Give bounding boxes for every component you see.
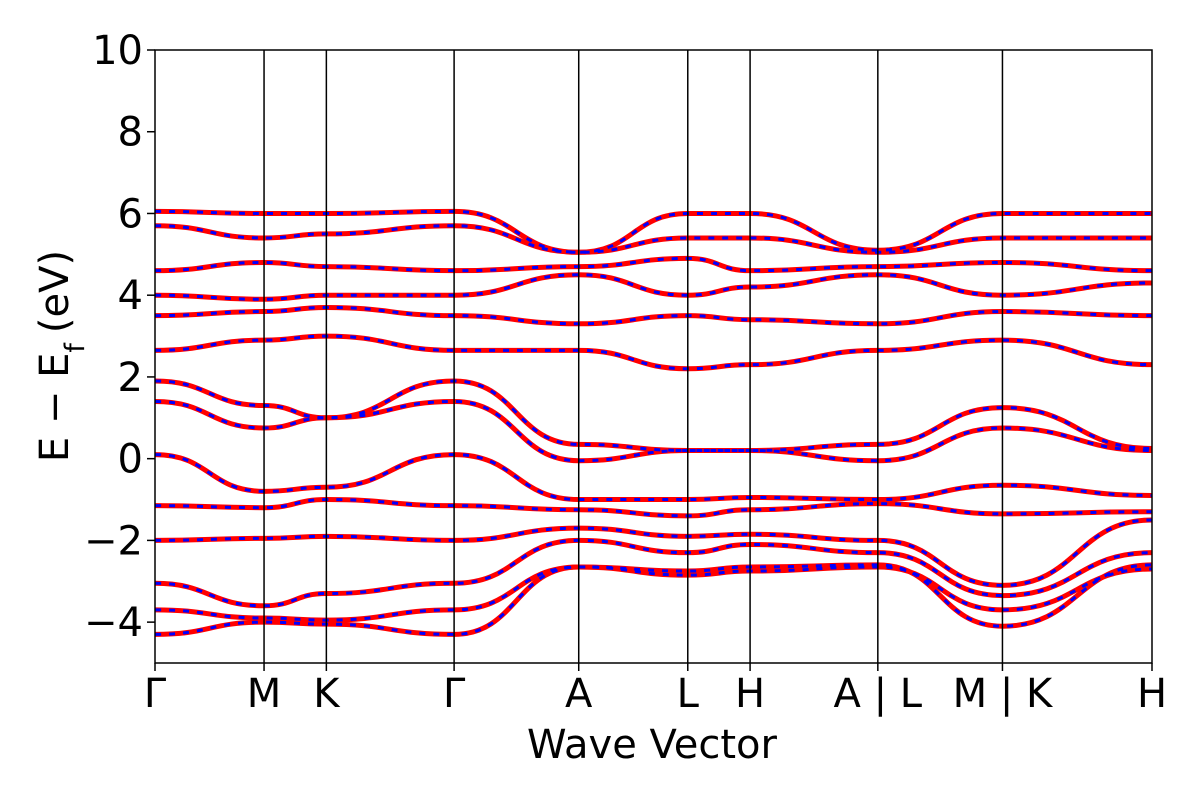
y-axis-ticks: −4 −2 0 2 4 6 8 10 bbox=[84, 28, 155, 646]
band-solid-2 bbox=[154, 537, 1153, 609]
band-solid-4 bbox=[154, 497, 1153, 519]
band-solid-10 bbox=[154, 272, 1153, 302]
band-dashed-5 bbox=[154, 453, 1153, 502]
y-tick-label-3: 2 bbox=[118, 355, 143, 401]
y-axis-label-subscript: f bbox=[60, 342, 91, 353]
y-tick-label-0: −4 bbox=[84, 600, 143, 646]
band-dashed-0 bbox=[154, 565, 1153, 636]
x-tick-label-7: A | L bbox=[834, 671, 923, 717]
band-solid-9 bbox=[154, 304, 1153, 327]
band-dashed-1 bbox=[154, 563, 1153, 628]
x-tick-label-9: H bbox=[1137, 671, 1167, 717]
band-dashed-13 bbox=[154, 209, 1152, 254]
band-dashed-7 bbox=[154, 379, 1153, 452]
x-tick-label-8: M | K bbox=[953, 671, 1054, 717]
band-dashed-8 bbox=[154, 334, 1153, 371]
y-tick-label-1: −2 bbox=[84, 518, 143, 564]
plot-frame bbox=[154, 49, 1153, 664]
y-axis-label-main: E − E bbox=[32, 353, 78, 463]
y-tick-label-4: 4 bbox=[118, 273, 143, 319]
y-axis-label: E − Ef (eV) bbox=[32, 250, 91, 462]
x-tick-label-4: A bbox=[565, 671, 593, 717]
x-axis-label: Wave Vector bbox=[527, 722, 778, 768]
y-tick-label-2: 0 bbox=[118, 437, 143, 483]
band-dashed-3 bbox=[154, 518, 1153, 587]
kpoint-vertical-lines bbox=[263, 50, 1004, 663]
y-tick-label-6: 8 bbox=[118, 110, 143, 156]
y-tick-label-7: 10 bbox=[92, 28, 143, 74]
band-solid-11 bbox=[154, 255, 1153, 274]
x-tick-label-0: Γ bbox=[144, 671, 167, 717]
band-solid-6 bbox=[154, 398, 1153, 464]
x-tick-label-6: H bbox=[735, 671, 765, 717]
y-tick-label-5: 6 bbox=[118, 191, 143, 237]
bands-layer bbox=[154, 208, 1153, 637]
x-tick-label-3: Γ bbox=[443, 671, 466, 717]
y-axis-label-unit: (eV) bbox=[32, 250, 78, 333]
x-tick-label-2: K bbox=[313, 671, 341, 717]
band-dashed-12 bbox=[154, 224, 1152, 254]
x-tick-label-5: L bbox=[677, 671, 700, 717]
x-tick-label-1: M bbox=[247, 671, 282, 717]
